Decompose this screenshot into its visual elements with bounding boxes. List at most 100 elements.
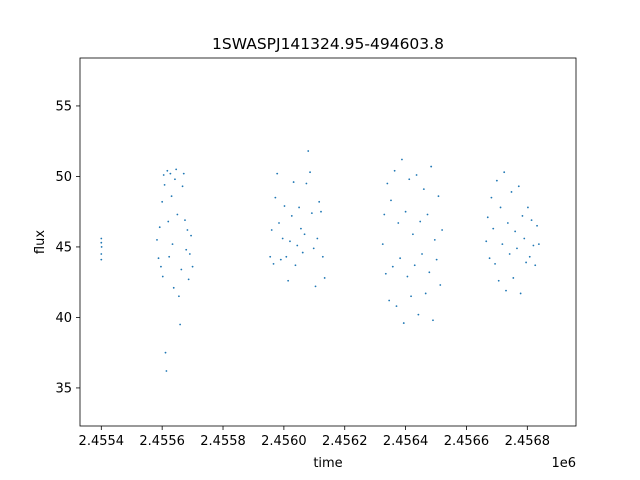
data-point bbox=[510, 191, 513, 193]
data-point bbox=[320, 210, 322, 213]
data-point bbox=[534, 264, 537, 267]
chart-title: 1SWASPJ141324.95-494603.8 bbox=[212, 35, 444, 53]
data-point bbox=[512, 277, 515, 279]
data-point bbox=[274, 196, 277, 199]
data-point bbox=[283, 205, 286, 207]
data-point bbox=[321, 255, 324, 258]
data-point bbox=[191, 265, 194, 268]
data-point bbox=[156, 238, 158, 241]
data-point bbox=[186, 229, 189, 231]
data-point bbox=[166, 169, 169, 172]
y-tick-label: 50 bbox=[55, 170, 72, 185]
data-point bbox=[532, 244, 535, 247]
data-point bbox=[178, 295, 180, 298]
data-point bbox=[410, 295, 412, 298]
data-point bbox=[161, 275, 164, 278]
data-point bbox=[323, 277, 326, 279]
x-tick-label: 2.4568 bbox=[505, 434, 551, 449]
data-point bbox=[417, 313, 420, 316]
data-point bbox=[303, 233, 306, 236]
data-point bbox=[495, 179, 498, 182]
data-point bbox=[298, 206, 300, 209]
data-point bbox=[289, 240, 291, 243]
data-point bbox=[100, 258, 103, 261]
plot-frame bbox=[79, 57, 577, 427]
data-point bbox=[439, 284, 442, 286]
data-point bbox=[169, 172, 172, 175]
data-point bbox=[516, 247, 518, 250]
data-point bbox=[435, 258, 438, 261]
data-point bbox=[309, 171, 311, 174]
data-point bbox=[395, 305, 398, 308]
data-point bbox=[506, 222, 509, 224]
data-point bbox=[182, 172, 185, 175]
data-point bbox=[269, 255, 272, 258]
data-point bbox=[401, 158, 403, 161]
y-tick-label: 55 bbox=[55, 99, 72, 114]
data-point bbox=[402, 322, 405, 324]
data-point bbox=[514, 230, 517, 233]
data-point bbox=[490, 196, 493, 199]
data-point bbox=[270, 229, 273, 231]
data-point bbox=[165, 370, 168, 372]
x-tick-label: 2.4556 bbox=[139, 434, 185, 449]
data-point bbox=[412, 233, 414, 236]
data-point bbox=[190, 234, 192, 237]
data-point bbox=[160, 265, 162, 268]
data-point bbox=[486, 216, 489, 219]
data-point bbox=[413, 264, 416, 267]
data-point bbox=[100, 241, 103, 244]
data-point bbox=[499, 206, 502, 209]
data-point bbox=[161, 200, 164, 203]
data-point bbox=[497, 279, 500, 282]
data-point bbox=[441, 229, 444, 231]
data-point bbox=[300, 227, 302, 230]
data-point bbox=[536, 224, 538, 227]
data-point bbox=[404, 210, 407, 213]
data-point bbox=[503, 171, 506, 174]
x-tick-label: 2.4560 bbox=[261, 434, 307, 449]
data-point bbox=[492, 227, 495, 230]
data-point bbox=[501, 243, 504, 246]
data-point bbox=[397, 222, 400, 224]
data-point bbox=[527, 206, 529, 209]
data-point bbox=[180, 268, 183, 271]
data-point bbox=[285, 255, 288, 258]
data-point bbox=[421, 253, 423, 255]
data-point bbox=[508, 253, 511, 255]
data-point bbox=[386, 182, 389, 185]
data-point bbox=[276, 172, 279, 175]
data-point bbox=[519, 292, 522, 295]
data-point bbox=[171, 243, 174, 246]
data-point bbox=[290, 215, 293, 217]
data-point bbox=[432, 319, 434, 322]
data-point bbox=[167, 220, 170, 223]
data-point bbox=[437, 195, 440, 198]
data-point bbox=[390, 199, 392, 202]
data-point bbox=[314, 285, 317, 288]
data-point bbox=[292, 181, 295, 183]
data-point bbox=[388, 299, 391, 302]
data-point bbox=[312, 247, 315, 250]
x-tick-label: 2.4566 bbox=[444, 434, 490, 449]
data-point bbox=[433, 238, 436, 241]
data-point bbox=[406, 275, 409, 278]
data-point bbox=[517, 185, 520, 188]
data-point bbox=[399, 257, 402, 260]
data-point bbox=[505, 289, 507, 292]
data-point bbox=[287, 279, 290, 282]
data-point bbox=[488, 257, 491, 260]
data-point bbox=[530, 219, 533, 222]
data-point bbox=[168, 255, 171, 258]
data-point bbox=[158, 226, 161, 229]
data-point bbox=[172, 286, 175, 289]
data-point bbox=[174, 178, 176, 181]
data-point bbox=[419, 220, 422, 223]
data-point bbox=[428, 271, 431, 274]
data-point bbox=[525, 261, 527, 264]
x-axis-offset-label: 1e6 bbox=[551, 456, 576, 471]
data-point bbox=[185, 248, 188, 251]
data-point bbox=[179, 323, 182, 326]
data-point bbox=[537, 243, 540, 246]
